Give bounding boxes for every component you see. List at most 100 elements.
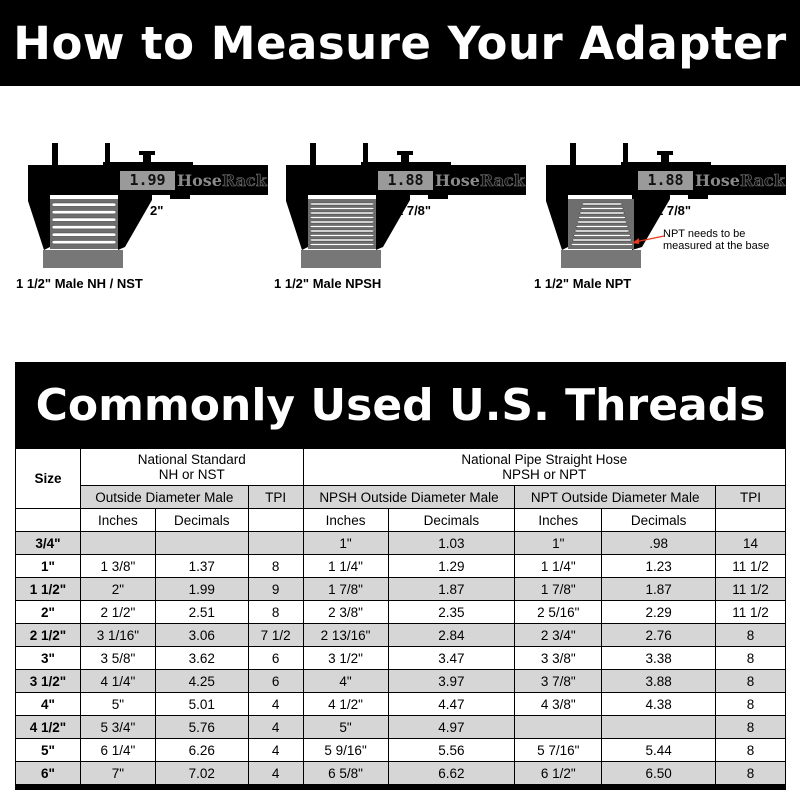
table-cell: 6 1/2" — [514, 761, 603, 785]
table-row: 1 1/2" 2" 1.99 9 1 7/8" 1.87 1 7/8" 1.87 11 1/2 — [15, 577, 786, 601]
table-row: 4" 5" 5.01 4 4 1/2" 4.47 4 3/8" 4.38 8 — [15, 692, 786, 716]
table-cell: 2" — [79, 577, 156, 601]
subheader: TPI — [715, 485, 786, 509]
brand-logo: HoseRack — [435, 171, 525, 191]
caliper-icon — [546, 143, 786, 268]
unit-header — [715, 508, 786, 532]
caliper-figure: 1.88 HoseRack — [538, 135, 798, 285]
group-header-npsh: National Pipe Straight Hose NPSH or NPT — [302, 448, 787, 486]
table-cell: 1.37 — [154, 554, 249, 578]
table-cell: 6 — [247, 646, 304, 670]
table-cell: 5 9/16" — [302, 738, 389, 762]
table-cell: 1.23 — [601, 554, 717, 578]
table-cell — [79, 531, 156, 555]
unit-header: Decimals — [154, 508, 249, 532]
figure-label: 1 1/2" Male NH / NST — [16, 276, 143, 291]
subheader: Outside Diameter Male — [79, 485, 249, 509]
table-cell — [601, 715, 717, 739]
figure-label: 1 1/2" Male NPT — [534, 276, 632, 291]
unit-header: Inches — [302, 508, 389, 532]
unit-header: Decimals — [387, 508, 516, 532]
table-cell: 2.51 — [154, 600, 249, 624]
npt-note: NPT needs to be measured at the base — [663, 228, 769, 252]
unit-header: Decimals — [601, 508, 717, 532]
table-cell: 8 — [715, 715, 786, 739]
unit-header — [15, 508, 81, 532]
table-cell: 9 — [247, 577, 304, 601]
table-cell: 4" — [302, 669, 389, 693]
table-row: 1" 1 3/8" 1.37 8 1 1/4" 1.29 1 1/4" 1.23 11 1/2 — [15, 554, 786, 578]
table-cell: 4.25 — [154, 669, 249, 693]
table-row: 2" 2 1/2" 2.51 8 2 3/8" 2.35 2 5/16" 2.29 11 1/2 — [15, 600, 786, 624]
table-cell: 4 — [247, 692, 304, 716]
table-cell: 6 — [247, 669, 304, 693]
table-cell: 4 — [247, 715, 304, 739]
table-cell: 5 3/4" — [79, 715, 156, 739]
table-cell: 8 — [715, 623, 786, 647]
caliper-icon — [286, 143, 526, 268]
table-cell: 5" — [79, 692, 156, 716]
table-cell: 5.44 — [601, 738, 717, 762]
table-cell: 8 — [247, 600, 304, 624]
table-cell: 3 7/8" — [514, 669, 603, 693]
table-cell: 4 — [247, 738, 304, 762]
table-cell: 1.99 — [154, 577, 249, 601]
table-cell — [514, 715, 603, 739]
unit-header: Inches — [514, 508, 603, 532]
table-cell: 3.06 — [154, 623, 249, 647]
table-cell: 2 1/2" — [79, 600, 156, 624]
table-cell: 11 1/2 — [715, 577, 786, 601]
size-cell: 2 1/2" — [15, 623, 81, 647]
table-cell: 1.03 — [387, 531, 516, 555]
table-cell: 3 1/2" — [302, 646, 389, 670]
caliper-reading: 1.88 — [647, 171, 684, 189]
caliper-reading: 1.88 — [387, 171, 424, 189]
table-row: 3" 3 5/8" 3.62 6 3 1/2" 3.47 3 3/8" 3.38 8 — [15, 646, 786, 670]
group-header-nst: National Standard NH or NST — [79, 448, 304, 486]
page-title: How to Measure Your Adapter — [0, 0, 800, 86]
caliper-icon — [28, 143, 268, 268]
table-cell: 4 — [247, 761, 304, 785]
table-cell: 2.35 — [387, 600, 516, 624]
figure-label: 1 1/2" Male NPSH — [274, 276, 382, 291]
table-title: Commonly Used U.S. Threads — [35, 380, 766, 431]
table-cell: 1 1/4" — [514, 554, 603, 578]
table-cell: 14 — [715, 531, 786, 555]
table-cell: 2.76 — [601, 623, 717, 647]
table-cell: 5.01 — [154, 692, 249, 716]
table-cell: 7.02 — [154, 761, 249, 785]
table-cell: 1 3/8" — [79, 554, 156, 578]
table-cell: 3 5/8" — [79, 646, 156, 670]
table-cell: 6.62 — [387, 761, 516, 785]
threads-table: Size National Standard NH or NST National… — [15, 448, 787, 785]
table-cell: 2 13/16" — [302, 623, 389, 647]
table-cell: .98 — [601, 531, 717, 555]
brand-logo: HoseRack — [177, 171, 267, 191]
threads-table-panel: Commonly Used U.S. Threads Size National… — [15, 362, 787, 790]
table-cell: 3.38 — [601, 646, 717, 670]
table-cell: 3 3/8" — [514, 646, 603, 670]
table-cell: 4 3/8" — [514, 692, 603, 716]
table-cell: 3.97 — [387, 669, 516, 693]
table-cell: 5" — [302, 715, 389, 739]
table-cell: 3.88 — [601, 669, 717, 693]
table-cell: 2.29 — [601, 600, 717, 624]
size-cell: 6" — [15, 761, 81, 785]
table-cell — [247, 531, 304, 555]
table-cell: 2 5/16" — [514, 600, 603, 624]
size-cell: 3 1/2" — [15, 669, 81, 693]
table-row: 2 1/2" 3 1/16" 3.06 7 1/2 2 13/16" 2.84 2 3/4"… — [15, 623, 786, 647]
table-cell: 1.29 — [387, 554, 516, 578]
table-cell: 11 1/2 — [715, 600, 786, 624]
size-cell: 1 1/2" — [15, 577, 81, 601]
arrow-icon — [632, 235, 665, 244]
table-cell: 1.87 — [387, 577, 516, 601]
unit-header: Inches — [79, 508, 156, 532]
table-cell: 7" — [79, 761, 156, 785]
table-row: 3 1/2" 4 1/4" 4.25 6 4" 3.97 3 7/8" 3.88 8 — [15, 669, 786, 693]
subheader: TPI — [247, 485, 304, 509]
subheader: NPT Outside Diameter Male — [514, 485, 717, 509]
table-cell: 5.56 — [387, 738, 516, 762]
measurement-label: 1 7/8" — [656, 203, 692, 218]
table-cell: 8 — [715, 692, 786, 716]
